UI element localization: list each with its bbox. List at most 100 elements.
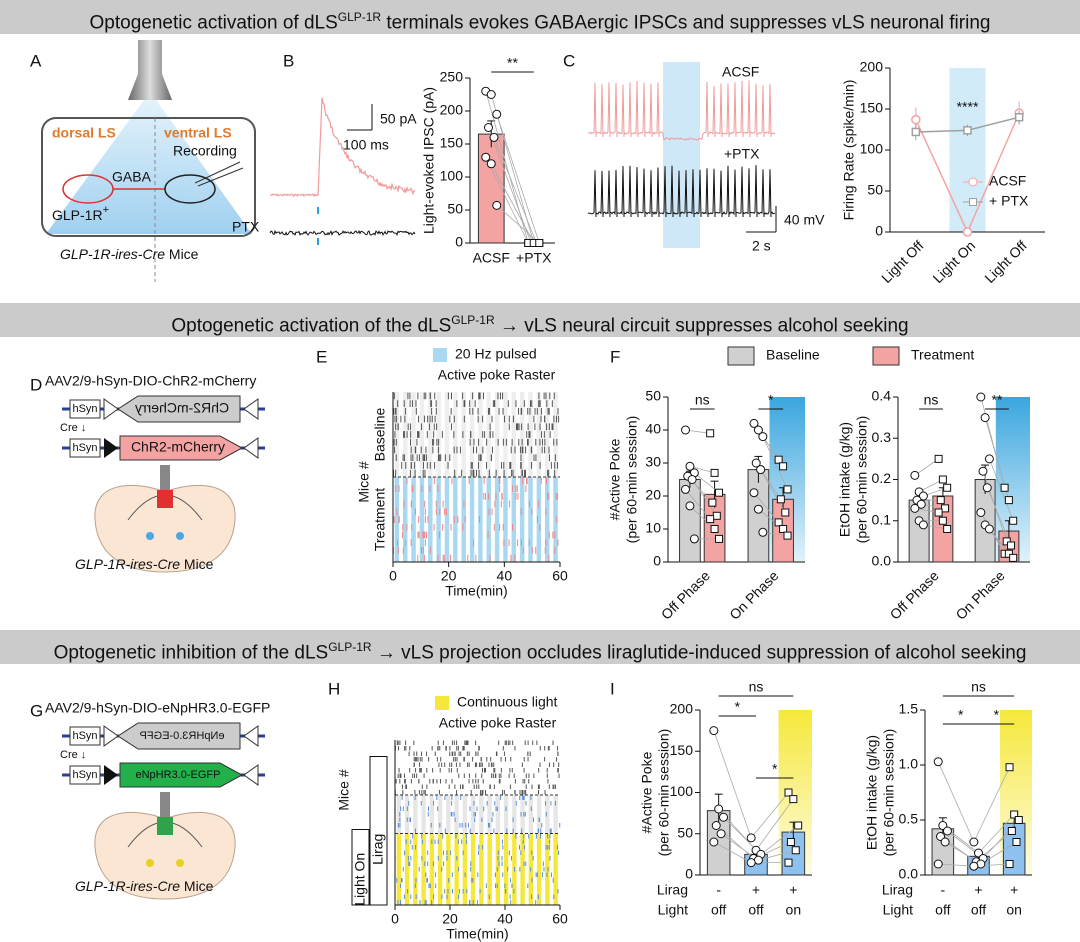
- point: [706, 515, 715, 524]
- pair-line: [986, 487, 1012, 546]
- y-tick-label: 50: [867, 182, 883, 198]
- point: [980, 413, 990, 423]
- label-sup: +: [103, 204, 109, 216]
- point: [706, 429, 715, 438]
- point: [936, 496, 945, 505]
- point: [976, 508, 986, 517]
- x-tick-label: On Phase: [726, 567, 781, 622]
- point: [774, 455, 783, 464]
- point: [910, 503, 920, 513]
- group-label: Light On: [352, 853, 368, 906]
- point: [1009, 516, 1018, 525]
- y-tick-label: 150: [860, 100, 884, 116]
- x-tick-label: Off Phase: [887, 567, 942, 622]
- point: [1004, 496, 1013, 505]
- y-tick-label: 1.0: [899, 756, 919, 772]
- y-tick-label: 0.0: [872, 553, 892, 569]
- stripe: [486, 477, 491, 562]
- legend-swatch: [433, 348, 447, 362]
- point: [483, 123, 493, 132]
- point: [758, 527, 768, 537]
- point: [918, 491, 928, 501]
- pair-line: [758, 849, 796, 861]
- raster-title: Active poke Raster: [438, 367, 556, 383]
- label: ChR2-mCherry: [131, 439, 225, 455]
- stripe: [495, 795, 501, 834]
- x-tick-label: +: [789, 882, 797, 898]
- point: [934, 508, 943, 517]
- label: GABA: [112, 169, 152, 185]
- point: [486, 90, 496, 99]
- point: [938, 475, 947, 484]
- y-tick-label: 20: [645, 487, 661, 503]
- x-tick-label: Off Phase: [658, 567, 713, 622]
- point: [1009, 553, 1018, 562]
- point: [489, 132, 499, 142]
- y-axis-label: EtOH intake (g/kg): [837, 422, 853, 537]
- x-tick-label: Light On: [929, 237, 978, 286]
- banner: Optogenetic activation of dLSGLP-1R term…: [0, 0, 1080, 34]
- group-box: [351, 829, 370, 906]
- bar: [477, 133, 505, 244]
- label: hSyn: [72, 442, 97, 454]
- point: [969, 837, 979, 847]
- banner-text: → vLS projection occludes liraglutide-in…: [371, 642, 1027, 664]
- pair-line: [713, 841, 752, 863]
- stripe: [413, 833, 418, 905]
- label: hSyn: [72, 403, 97, 415]
- stripe: [403, 477, 408, 562]
- point: [1014, 112, 1024, 122]
- x-tick-label: Light Off: [981, 237, 1030, 286]
- point: [783, 531, 792, 540]
- x-tick-label: Light Off: [878, 237, 927, 286]
- y-tick-label: 100: [440, 168, 464, 184]
- stripe: [461, 477, 466, 562]
- stripe: [519, 477, 525, 562]
- point: [1007, 541, 1016, 550]
- group-label: Baseline: [372, 407, 388, 461]
- panel-letter: G: [30, 701, 43, 720]
- annotation: *: [958, 707, 964, 723]
- point: [710, 468, 719, 477]
- point: [934, 454, 943, 463]
- point: [746, 858, 756, 868]
- y-tick-label: 0.5: [899, 811, 919, 827]
- stripe: [528, 392, 533, 477]
- y-axis-label: #Active Poke: [639, 751, 655, 833]
- stripe: [429, 795, 435, 834]
- banner-text: Optogenetic activation of the dLS: [171, 315, 452, 337]
- label: GLP-1R-ires-Cre: [75, 556, 180, 572]
- point: [984, 454, 994, 464]
- panel-letter: F: [610, 347, 620, 366]
- stripe: [479, 795, 484, 834]
- stripe: [486, 392, 491, 477]
- stripe: [436, 392, 441, 477]
- group-box: [369, 756, 388, 906]
- pair-line: [488, 127, 532, 244]
- point: [933, 757, 943, 767]
- stripe: [495, 833, 501, 905]
- point: [714, 804, 724, 814]
- label: hSyn: [72, 769, 97, 781]
- annotation: *: [994, 707, 1000, 723]
- point: [938, 516, 947, 525]
- x-axis-label: Time(min): [445, 583, 507, 599]
- stripe: [478, 477, 483, 562]
- y-tick-label: 0: [455, 234, 463, 250]
- point: [751, 458, 761, 468]
- stripe: [428, 392, 433, 477]
- y-tick-label: 50: [645, 388, 661, 404]
- stripe: [553, 477, 558, 562]
- legend-label: ACSF: [989, 173, 1026, 189]
- x-tick-label: on: [1006, 902, 1022, 918]
- label: Mice: [165, 246, 199, 262]
- banner-text: → vLS neural circuit suppresses alcohol …: [494, 315, 909, 337]
- legend-swatch: [872, 346, 900, 366]
- pair-line: [982, 819, 1020, 859]
- point: [916, 499, 926, 509]
- trace: [270, 97, 415, 198]
- label: Cre ↓: [60, 749, 86, 761]
- label: Cre ↓: [60, 422, 86, 434]
- annotation: ns: [924, 392, 939, 408]
- pair-line: [496, 114, 540, 244]
